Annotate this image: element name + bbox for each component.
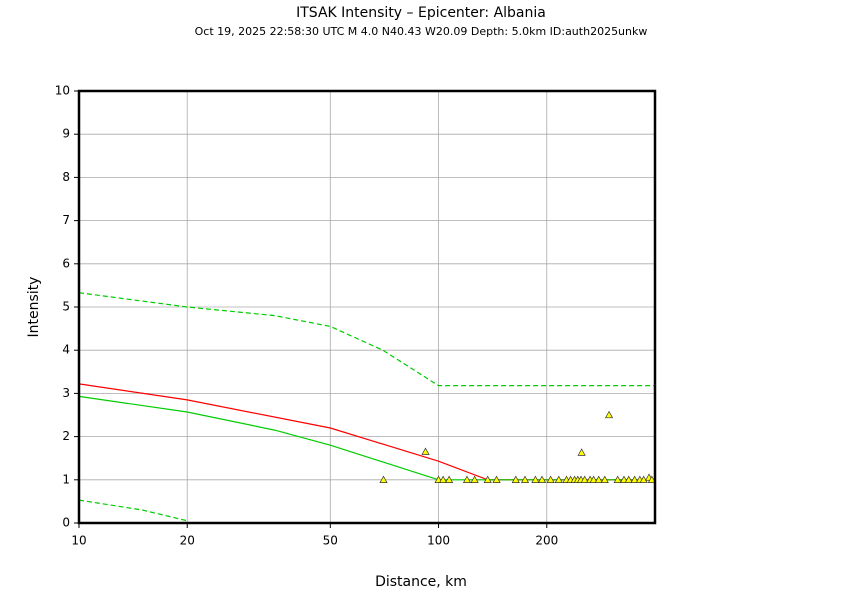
y-tick-label: 4 bbox=[62, 343, 70, 357]
line-series bbox=[78, 383, 655, 481]
data-point bbox=[624, 475, 633, 483]
y-axis-label: Intensity bbox=[26, 277, 42, 338]
plot-frame bbox=[77, 89, 657, 525]
data-point bbox=[483, 475, 492, 483]
data-point bbox=[589, 475, 598, 483]
line-series bbox=[78, 395, 655, 481]
data-point bbox=[511, 475, 520, 483]
data-point bbox=[604, 410, 614, 419]
line-series bbox=[78, 499, 188, 522]
y-tick-label: 5 bbox=[62, 300, 70, 314]
data-point bbox=[462, 475, 472, 483]
data-point bbox=[470, 475, 479, 483]
data-point bbox=[594, 475, 603, 483]
chart-subtitle: Oct 19, 2025 22:58:30 UTC M 4.0 N40.43 W… bbox=[195, 25, 648, 38]
y-tick-label: 0 bbox=[62, 516, 70, 530]
x-axis-label: Distance, km bbox=[375, 574, 467, 590]
chart-title: ITSAK Intensity – Epicenter: Albania bbox=[296, 5, 546, 21]
data-point bbox=[520, 475, 530, 483]
y-tick-label: 2 bbox=[62, 429, 70, 443]
data-point bbox=[537, 475, 547, 483]
data-point bbox=[577, 448, 586, 456]
data-point bbox=[639, 475, 648, 483]
x-tick-label: 20 bbox=[180, 534, 195, 548]
data-point bbox=[600, 475, 609, 483]
data-point bbox=[492, 475, 501, 483]
y-tick-label: 9 bbox=[62, 127, 70, 141]
x-tick-label: 10 bbox=[71, 534, 86, 548]
y-tick-label: 10 bbox=[55, 84, 70, 98]
data-point bbox=[613, 475, 622, 483]
x-tick-label: 100 bbox=[427, 534, 450, 548]
data-point bbox=[580, 475, 589, 483]
data-point bbox=[546, 475, 555, 483]
x-tick-label: 200 bbox=[535, 534, 558, 548]
data-point bbox=[445, 475, 454, 483]
data-point bbox=[647, 475, 656, 483]
y-tick-label: 8 bbox=[62, 170, 70, 184]
data-point bbox=[421, 447, 430, 455]
data-point bbox=[531, 475, 540, 483]
y-tick-label: 6 bbox=[62, 256, 70, 270]
y-tick-label: 7 bbox=[62, 213, 70, 227]
data-point bbox=[554, 475, 563, 483]
data-point bbox=[439, 475, 448, 483]
data-point bbox=[630, 475, 639, 483]
x-tick-label: 50 bbox=[323, 534, 338, 548]
line-series bbox=[78, 292, 655, 387]
y-tick-label: 3 bbox=[62, 386, 70, 400]
y-tick-label: 1 bbox=[62, 472, 70, 486]
data-point bbox=[379, 475, 388, 483]
